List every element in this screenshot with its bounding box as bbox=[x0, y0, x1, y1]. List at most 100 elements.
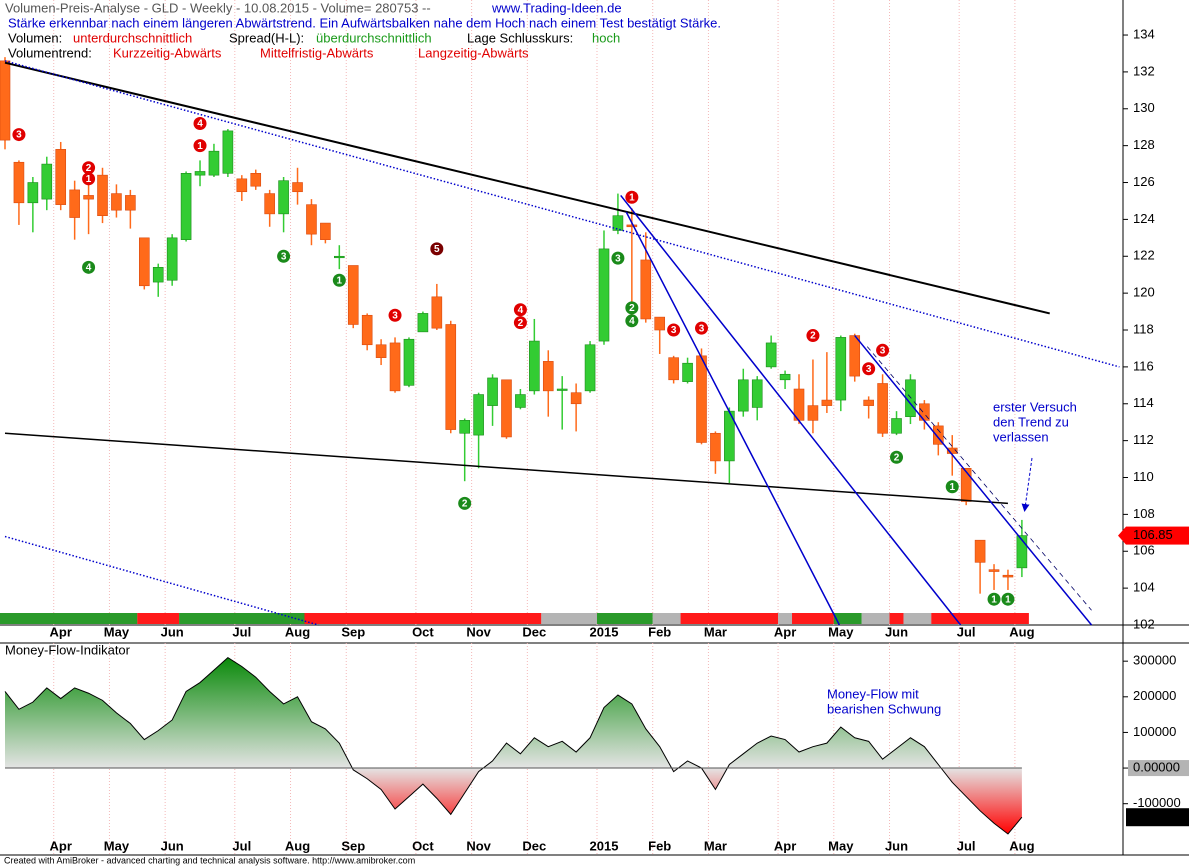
y-tick-label: 100000 bbox=[1133, 724, 1176, 739]
trendline bbox=[4, 60, 1120, 368]
trendline bbox=[625, 211, 841, 626]
candle-body bbox=[334, 255, 345, 259]
candle-body bbox=[152, 267, 164, 283]
x-tick-label: Nov bbox=[466, 838, 491, 853]
y-tick-label: 106 bbox=[1133, 543, 1155, 558]
trend-mid: Mittelfristig-Abwärts bbox=[260, 45, 374, 60]
signal-marker bbox=[945, 480, 959, 494]
candle-body bbox=[194, 171, 206, 176]
candle-body bbox=[166, 237, 178, 281]
signal-marker bbox=[82, 172, 96, 186]
x-tick-label: 2015 bbox=[590, 838, 619, 853]
signal-label: 1 bbox=[629, 192, 635, 203]
candle-body bbox=[236, 178, 248, 193]
volume-label: Volumen: bbox=[8, 30, 62, 45]
last-price-pointer bbox=[1118, 526, 1126, 545]
candle-body bbox=[863, 399, 874, 406]
candle-body bbox=[821, 399, 833, 406]
x-tick-label: Aug bbox=[1009, 838, 1034, 853]
y-tick-label: 122 bbox=[1133, 248, 1155, 263]
x-tick-label: Apr bbox=[774, 624, 796, 639]
x-tick-label: Dec bbox=[522, 838, 546, 853]
candle-body bbox=[208, 150, 220, 176]
signal-marker bbox=[667, 323, 681, 337]
candle-body bbox=[696, 355, 707, 443]
y-tick-label: 102 bbox=[1133, 616, 1155, 631]
x-tick-label: Feb bbox=[648, 624, 671, 639]
candle-body bbox=[682, 362, 693, 382]
annotation: den Trend zu bbox=[993, 414, 1069, 429]
signal-label: 1 bbox=[86, 174, 92, 185]
candle-body bbox=[473, 394, 484, 436]
signal-marker bbox=[458, 496, 472, 510]
volume-trend-segment bbox=[596, 613, 653, 624]
candle-body bbox=[570, 392, 582, 405]
x-tick-label: Apr bbox=[50, 624, 72, 639]
close-value: hoch bbox=[592, 30, 620, 45]
candle-body bbox=[1016, 535, 1028, 569]
volume-trend-segment bbox=[792, 613, 834, 624]
annotation: Money-Flow mit bbox=[827, 686, 919, 701]
y-tick-label: 110 bbox=[1133, 469, 1154, 484]
x-tick-label: Aug bbox=[285, 624, 310, 639]
candle-body bbox=[501, 379, 512, 438]
signal-marker bbox=[806, 329, 820, 343]
candle-body bbox=[515, 394, 526, 408]
money-flow-line bbox=[4, 656, 1023, 835]
x-tick-label: Jun bbox=[161, 838, 184, 853]
candle-body bbox=[933, 425, 944, 445]
volume-trend-segment bbox=[652, 613, 681, 624]
y-tick-label: 300000 bbox=[1133, 653, 1176, 668]
candle-body bbox=[598, 248, 610, 342]
x-tick-label: Oct bbox=[412, 838, 434, 853]
signal-marker bbox=[987, 592, 1001, 606]
candle-body bbox=[737, 379, 749, 412]
x-tick-label: Sep bbox=[341, 838, 365, 853]
x-tick-label: Sep bbox=[341, 624, 365, 639]
signal-label: 3 bbox=[16, 130, 22, 141]
candle-body bbox=[640, 259, 652, 320]
x-tick-label: Mar bbox=[704, 838, 727, 853]
signal-marker bbox=[876, 343, 890, 357]
signal-label: 2 bbox=[894, 452, 900, 463]
y-tick-label: 108 bbox=[1133, 506, 1155, 521]
candle-body bbox=[877, 383, 888, 434]
x-tick-label: Jun bbox=[885, 838, 908, 853]
x-tick-label: Aug bbox=[1009, 624, 1034, 639]
y-tick-label: 114 bbox=[1133, 395, 1154, 410]
signal-label: 4 bbox=[197, 119, 203, 130]
tick-label-box bbox=[1128, 760, 1189, 777]
candle-body bbox=[69, 189, 80, 218]
candle-body bbox=[139, 237, 150, 287]
candle-body bbox=[459, 420, 470, 434]
x-tick-label: Nov bbox=[466, 624, 491, 639]
x-tick-label: 2015 bbox=[590, 624, 619, 639]
candle-body bbox=[668, 357, 679, 381]
y-tick-label: 132 bbox=[1133, 63, 1155, 78]
signal-label: 5 bbox=[434, 244, 440, 255]
candle-body bbox=[835, 337, 847, 401]
volume-value: unterdurchschnittlich bbox=[73, 30, 192, 45]
annotation: bearishen Schwung bbox=[827, 701, 941, 716]
y-tick-label: -100000 bbox=[1133, 795, 1181, 810]
candle-body bbox=[320, 222, 331, 240]
candle-body bbox=[111, 193, 122, 211]
candle-body bbox=[626, 224, 638, 228]
spread-label: Spread(H-L): bbox=[229, 30, 304, 45]
signal-label: 4 bbox=[629, 316, 635, 327]
candle-body bbox=[0, 60, 11, 141]
candle-body bbox=[974, 539, 986, 563]
candle-body bbox=[960, 467, 972, 502]
signal-marker bbox=[332, 273, 346, 287]
candle-body bbox=[347, 265, 359, 325]
signal-label: 3 bbox=[392, 310, 398, 321]
x-tick-label: May bbox=[828, 838, 854, 853]
candle-body bbox=[250, 173, 262, 187]
y-tick-label: 116 bbox=[1133, 358, 1154, 373]
candle-body bbox=[55, 149, 67, 205]
signal-marker bbox=[625, 190, 639, 204]
signal-marker bbox=[277, 249, 291, 263]
x-tick-label: Jul bbox=[957, 624, 976, 639]
signal-label: 3 bbox=[699, 323, 705, 334]
candle-body bbox=[389, 342, 401, 392]
